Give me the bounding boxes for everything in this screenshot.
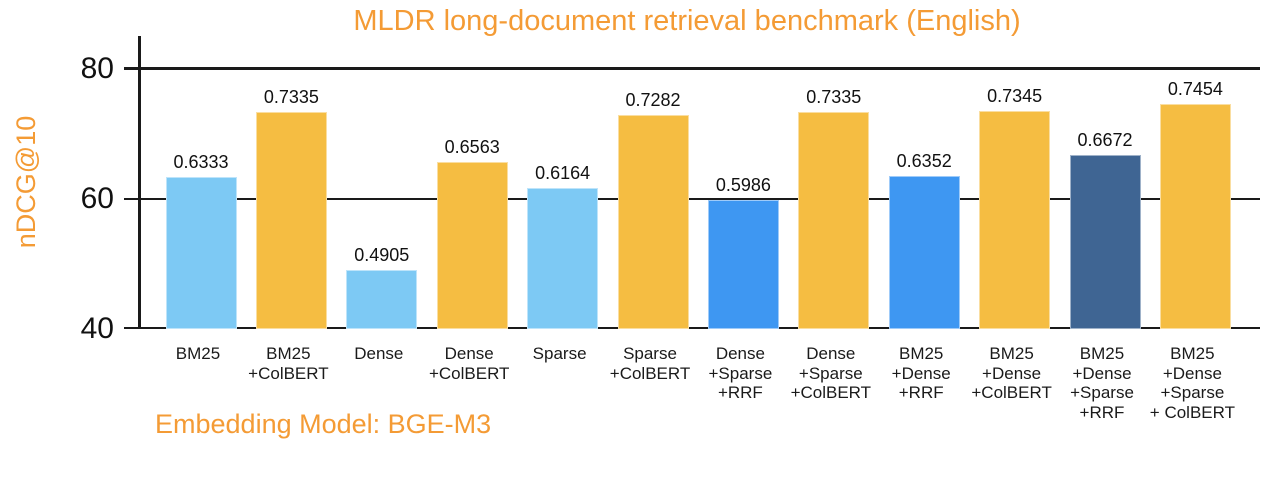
y-tick-label-40: 40	[80, 312, 114, 345]
bar-category-label: BM25 +Dense +Sparse + ColBERT	[1149, 344, 1235, 423]
bar-value-label: 0.6563	[444, 137, 500, 158]
bar-value-label: 0.7335	[263, 86, 319, 107]
y-tick-label-80: 80	[80, 51, 114, 85]
embedding-model-note: Embedding Model: BGE-M3	[155, 409, 492, 439]
bar-3	[346, 270, 418, 329]
bar-category-label: Dense +Sparse +RRF	[708, 344, 773, 403]
bar-category-label: Dense +Sparse +ColBERT	[790, 344, 872, 403]
bar-4	[436, 162, 508, 329]
bar-value-label: 0.5986	[715, 174, 771, 195]
chart-title: MLDR long-document retrieval benchmark (…	[353, 5, 1021, 37]
bar-value-label: 0.4905	[354, 245, 410, 266]
bar-category-label: BM25 +Dense +ColBERT	[971, 344, 1052, 403]
bar-category-label: BM25 +Dense +Sparse +RRF	[1070, 344, 1134, 423]
bar-category-label: BM25 +ColBERT	[248, 344, 329, 383]
bar-7	[707, 199, 779, 329]
bar-category-label: Dense	[354, 344, 404, 363]
bar-value-label: 0.6352	[896, 150, 952, 171]
bar-value-label: 0.6333	[173, 152, 229, 173]
bar-category-label: Sparse	[532, 344, 587, 363]
bar-category-label: BM25	[175, 344, 221, 363]
bar-category-label: BM25 +Dense +RRF	[891, 344, 951, 403]
gridline-40	[141, 326, 1260, 329]
bar-value-label: 0.7345	[987, 86, 1043, 107]
bar-value-label: 0.6672	[1077, 130, 1133, 151]
y-tick-mark-80	[124, 67, 138, 70]
bar-8	[798, 111, 870, 329]
plot-area: 0.6333 0.7335 0.4905 0.6563 0.6164 0.7282 0.59…	[138, 36, 1260, 329]
y-tick-mark-60	[124, 197, 138, 201]
bar-value-label: 0.6164	[535, 163, 591, 184]
bar-value-label: 0.7282	[625, 90, 681, 111]
bar-2	[255, 111, 327, 329]
bar-9	[888, 175, 960, 329]
y-tick-label-60: 60	[80, 181, 114, 215]
bar-category-label: Dense +ColBERT	[428, 344, 510, 383]
bar-category-label: Sparse +ColBERT	[609, 344, 691, 383]
bar-11	[1069, 155, 1141, 329]
bar-6	[617, 115, 689, 329]
bar-1	[165, 177, 237, 329]
gridline-80	[141, 67, 1260, 70]
bar-12	[1159, 104, 1231, 329]
gridline-60	[141, 197, 1260, 201]
y-tick-mark-40	[124, 326, 138, 329]
bar-value-label: 0.7454	[1167, 79, 1223, 100]
bar-5	[527, 188, 599, 329]
bar-value-label: 0.7335	[806, 86, 862, 107]
bar-10	[979, 111, 1051, 329]
